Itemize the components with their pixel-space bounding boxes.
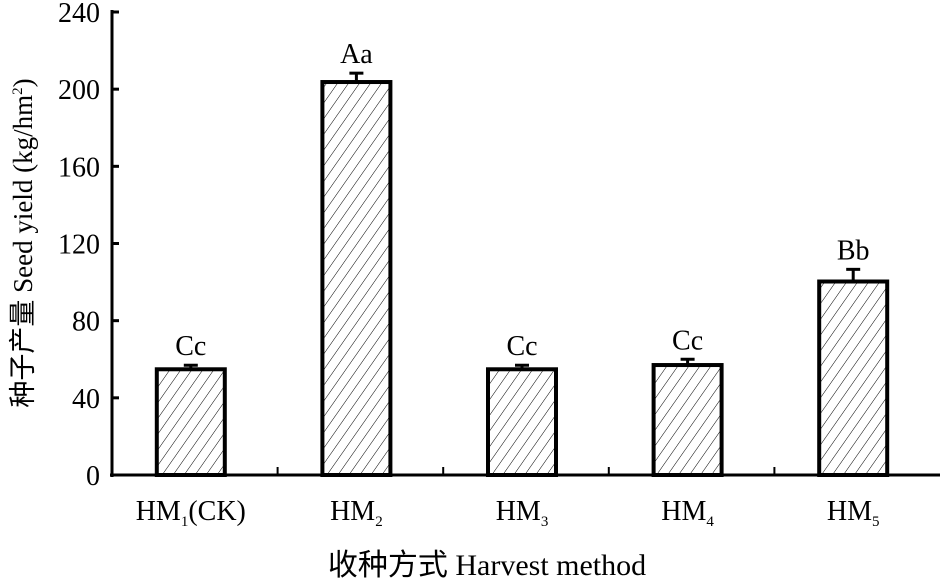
x-tick-label: HM3	[496, 496, 549, 530]
x-tick-label: HM2	[330, 496, 383, 530]
x-tick-label-base: HM	[661, 496, 706, 527]
significance-label: Aa	[340, 39, 373, 70]
significance-label: Bb	[837, 235, 870, 266]
x-axis-label: 收种方式 Harvest method	[328, 549, 646, 580]
y-tick-label: 120	[58, 230, 100, 261]
y-tick-label: 80	[72, 307, 100, 338]
y-axis-label: 种子产量 Seed yield (kg/hm2)	[8, 78, 38, 407]
x-tick-label: HM5	[827, 496, 880, 530]
y-tick-label: 200	[58, 75, 100, 106]
significance-label: Cc	[506, 331, 537, 362]
y-axis-label-end: )	[8, 78, 38, 87]
x-tick-label: HM1(CK)	[136, 496, 246, 530]
x-tick-label-sub: 3	[541, 514, 549, 530]
significance-label: Cc	[672, 325, 703, 356]
bar	[486, 367, 558, 478]
bar	[817, 279, 890, 477]
bar	[651, 363, 724, 478]
y-tick-label: 0	[86, 461, 100, 492]
x-tick-label-sub: 2	[375, 514, 383, 530]
y-tick-label: 40	[72, 384, 100, 415]
y-tick-label: 160	[58, 152, 100, 183]
x-tick-label-suffix: (CK)	[188, 496, 246, 527]
x-tick-label-sub: 5	[872, 514, 880, 530]
y-axis-label-sup: 2	[10, 87, 26, 95]
x-tick-label: HM4	[661, 496, 714, 530]
x-tick-label-base: HM	[330, 496, 375, 527]
y-axis-label-main: 种子产量 Seed yield (kg/hm	[8, 95, 38, 408]
x-tick-label-base: HM	[496, 496, 541, 527]
bar	[154, 367, 227, 478]
y-tick-label: 240	[58, 0, 100, 29]
bar	[320, 80, 393, 477]
x-tick-label-sub: 1	[181, 514, 189, 530]
x-tick-label-sub: 4	[706, 514, 714, 530]
significance-label: Cc	[175, 331, 206, 362]
x-tick-label-base: HM	[136, 496, 181, 527]
x-tick-label-base: HM	[827, 496, 872, 527]
